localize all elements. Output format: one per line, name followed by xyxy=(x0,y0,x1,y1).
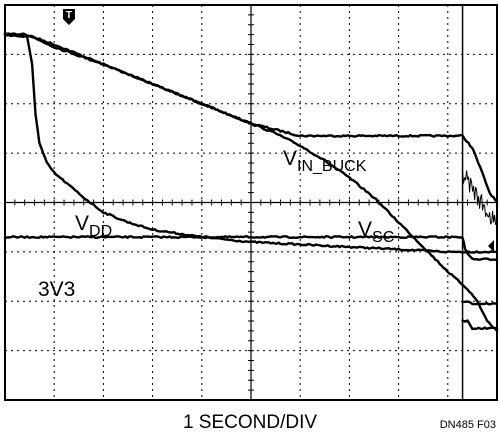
trace-3v3 xyxy=(3,235,499,262)
vsc-sub: SC xyxy=(372,229,394,246)
vdd-sub: DD xyxy=(89,223,112,240)
trace-post-1 xyxy=(461,300,499,306)
vin-buck-main: V xyxy=(283,147,297,170)
x-axis-caption: 1 SECOND/DIV xyxy=(183,412,317,433)
series-label-vsc: VSC xyxy=(358,218,394,246)
trace-post-cursor-noise xyxy=(462,170,498,225)
traces xyxy=(3,32,499,333)
series-label-3v3: 3V3 xyxy=(38,278,75,301)
series-label-vin-buck: VIN_BUCK xyxy=(283,147,367,175)
vsc-main: V xyxy=(358,218,372,241)
vdd-main: V xyxy=(75,212,89,235)
vin-buck-sub: IN_BUCK xyxy=(297,158,367,175)
trigger-marker: T xyxy=(62,9,75,25)
grid xyxy=(4,4,498,401)
arrow-marker-icon xyxy=(488,240,494,252)
arrow-marker-right xyxy=(488,240,494,252)
series-label-vdd: VDD xyxy=(75,212,112,240)
trace-dd xyxy=(3,33,499,254)
trace-post-2 xyxy=(461,319,499,331)
trigger-marker-icon xyxy=(62,9,75,25)
trigger-marker-label: T xyxy=(66,10,72,21)
trace-sc xyxy=(3,32,499,333)
figure-id: DN485 F03 xyxy=(440,419,496,431)
